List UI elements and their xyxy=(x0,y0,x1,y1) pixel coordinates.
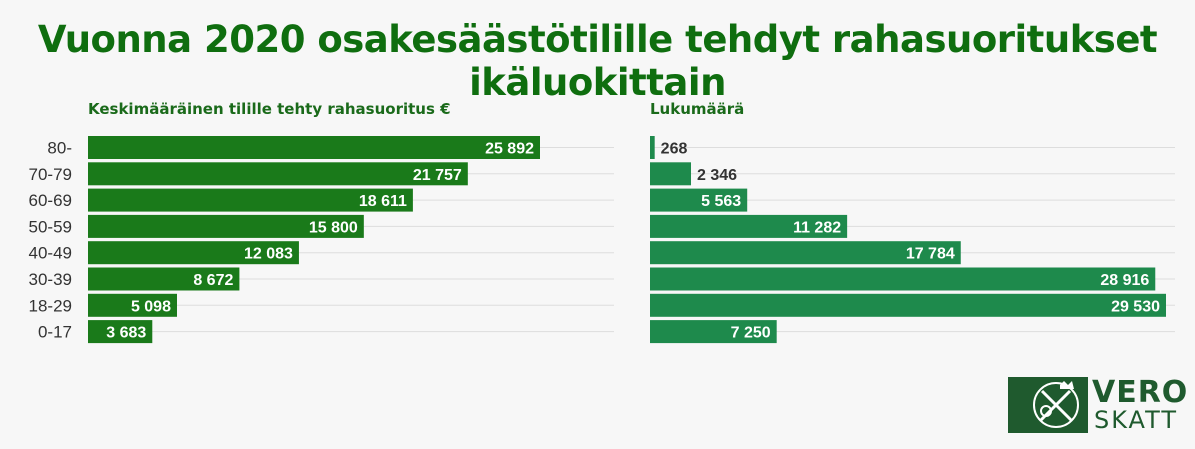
left-chart-title: Keskimääräinen tilille tehty rahasuoritu… xyxy=(88,100,451,118)
right-bar xyxy=(650,293,1166,317)
right-bar xyxy=(650,162,691,186)
category-label: 40-49 xyxy=(29,244,72,263)
right-bar-chart: 268 2 346 5 563 11 282 17 784 28 916 29 530 7 2… xyxy=(650,136,1175,344)
left-value-label: 21 757 xyxy=(413,167,462,184)
left-value-label: 18 611 xyxy=(359,193,407,210)
category-label: 60-69 xyxy=(29,191,72,210)
right-bar xyxy=(650,241,961,265)
left-value-label: 3 683 xyxy=(106,325,146,342)
category-label: 0-17 xyxy=(38,323,72,342)
right-bar xyxy=(650,188,748,212)
left-bar xyxy=(88,267,240,291)
chart-title: Vuonna 2020 osakesäästötilille tehdyt ra… xyxy=(37,18,1158,104)
left-bar xyxy=(88,293,177,317)
left-bar-chart: 80- 25 892 70-79 21 757 60-69 18 611 50-59 15 8… xyxy=(29,136,614,344)
logo-skatt: SKATT xyxy=(1094,406,1179,434)
left-value-label: 5 098 xyxy=(131,298,171,315)
right-value-label: 7 250 xyxy=(731,325,771,342)
category-label: 50-59 xyxy=(29,217,72,236)
left-bar xyxy=(88,214,364,238)
right-value-label: 11 282 xyxy=(793,219,841,236)
category-label: 18-29 xyxy=(29,296,72,315)
right-value-label: 28 916 xyxy=(1100,272,1149,289)
category-label: 30-39 xyxy=(29,270,72,289)
right-value-label: 2 346 xyxy=(697,167,737,184)
vero-crest-icon xyxy=(1008,377,1088,433)
right-bar xyxy=(650,136,655,159)
right-value-label: 5 563 xyxy=(701,193,741,210)
logo-vero: VERO xyxy=(1092,375,1189,410)
right-chart-title: Lukumäärä xyxy=(650,100,745,118)
left-bar xyxy=(88,136,540,159)
right-value-label: 268 xyxy=(661,141,688,158)
left-bar xyxy=(88,241,299,265)
left-bar xyxy=(88,188,413,212)
left-bar xyxy=(88,320,153,344)
category-label: 70-79 xyxy=(29,165,72,184)
right-bar xyxy=(650,214,848,238)
right-value-label: 17 784 xyxy=(906,246,955,263)
left-value-label: 12 083 xyxy=(244,246,293,263)
left-bar xyxy=(88,162,468,186)
category-label: 80- xyxy=(47,139,72,158)
right-bar xyxy=(650,267,1156,291)
left-value-label: 25 892 xyxy=(485,141,534,158)
left-value-label: 8 672 xyxy=(193,272,233,289)
right-bar xyxy=(650,320,777,344)
left-value-label: 15 800 xyxy=(309,219,358,236)
right-value-label: 29 530 xyxy=(1111,298,1160,315)
